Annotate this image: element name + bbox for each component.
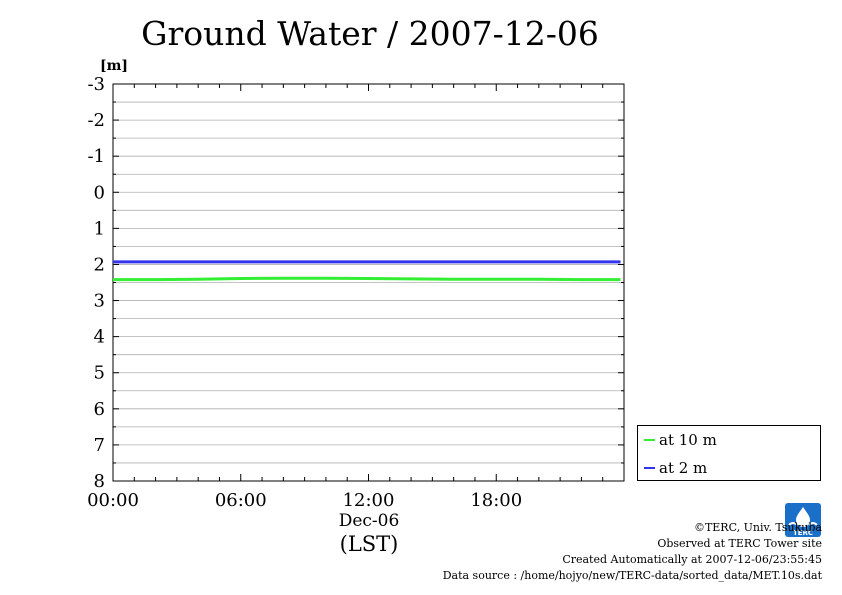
x-tick-label: 18:00 xyxy=(470,490,522,511)
y-tick-label: 7 xyxy=(94,435,105,456)
y-tick-label: 3 xyxy=(94,291,105,312)
chart-title: Ground Water / 2007-12-06 xyxy=(141,14,599,53)
legend-label: at 2 m xyxy=(659,459,708,477)
x-axis-title: (LST) xyxy=(340,532,399,556)
y-tick-label: 4 xyxy=(94,327,105,348)
y-tick-label: 5 xyxy=(94,363,105,384)
y-axis-unit-label: [m] xyxy=(100,58,128,74)
x-tick-label: 12:00 xyxy=(343,490,395,511)
legend-item-at-2m: at 2 m xyxy=(644,458,707,478)
y-tick-label: 0 xyxy=(94,182,105,203)
logo-text: TERC xyxy=(793,529,813,537)
legend-item-at-10m: at 10 m xyxy=(644,430,717,450)
data-source-text: Data source : /home/hojyo/new/TERC-data/… xyxy=(442,569,822,582)
x-tick-label: 00:00 xyxy=(87,490,139,511)
y-tick-label: 8 xyxy=(94,471,105,492)
x-tick-label: 06:00 xyxy=(215,490,267,511)
terc-logo-icon: TERC xyxy=(785,503,821,537)
legend-swatch xyxy=(644,439,655,441)
y-tick-label: 1 xyxy=(94,218,105,239)
y-tick-label: -1 xyxy=(87,146,105,167)
legend-swatch xyxy=(644,467,655,469)
copyright-text: ©TERC, Univ. Tsukuba xyxy=(693,521,822,534)
observed-site-text: Observed at TERC Tower site xyxy=(657,537,822,550)
y-tick-label: -2 xyxy=(87,110,105,131)
plot-frame xyxy=(112,83,625,482)
y-tick-label: 6 xyxy=(94,399,105,420)
legend: at 10 m at 2 m xyxy=(637,425,821,481)
created-timestamp-text: Created Automatically at 2007-12-06/23:5… xyxy=(562,553,822,566)
series-lines xyxy=(113,260,621,282)
y-tick-label: -3 xyxy=(87,74,105,95)
legend-label: at 10 m xyxy=(659,431,717,449)
y-tick-label: 2 xyxy=(94,254,105,275)
axis-labels: -3 -2 -1 0 1 2 3 4 5 6 7 800:00 06:00 12:00 18:00 xyxy=(87,74,522,511)
grid-lines xyxy=(113,83,624,482)
x-axis-date-label: Dec-06 xyxy=(339,511,400,531)
series-line-at-10m xyxy=(113,276,621,282)
footer-credits: ©TERC, Univ. Tsukuba Observed at TERC To… xyxy=(443,520,822,584)
